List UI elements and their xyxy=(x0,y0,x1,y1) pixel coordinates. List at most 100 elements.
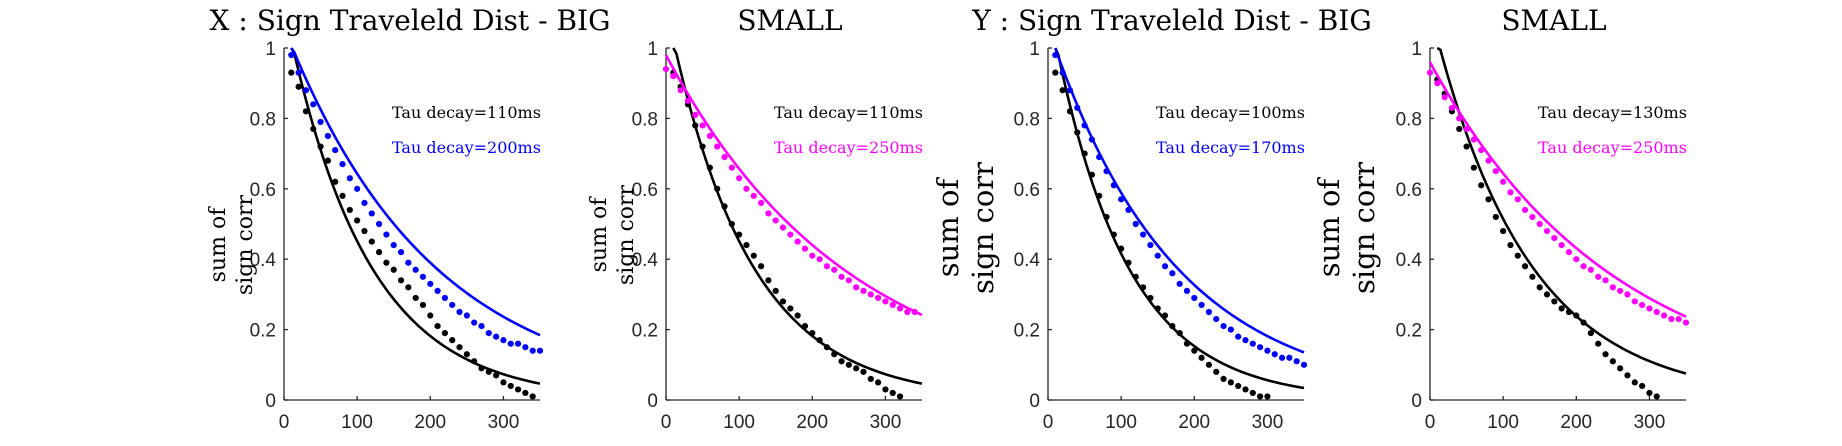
data-point xyxy=(354,185,361,192)
y-tick-label: 0.8 xyxy=(250,109,276,130)
data-point xyxy=(405,284,412,291)
data-point xyxy=(324,132,331,140)
data-point xyxy=(397,277,405,284)
data-point xyxy=(1682,319,1690,326)
data-point xyxy=(1132,220,1139,228)
data-point xyxy=(1205,361,1213,368)
data-point xyxy=(1521,263,1529,270)
tau-annotation: Tau decay=130ms xyxy=(1538,103,1687,122)
data-point xyxy=(302,108,310,115)
data-point xyxy=(332,178,339,185)
data-point xyxy=(1551,298,1558,305)
x-tick-label: 300 xyxy=(488,412,520,433)
data-point xyxy=(346,206,353,214)
y-tick-label: 1 xyxy=(265,39,276,60)
data-point xyxy=(757,199,765,206)
data-point xyxy=(1132,273,1139,280)
data-point xyxy=(412,294,419,302)
data-point xyxy=(1183,287,1191,294)
data-point xyxy=(684,97,692,104)
data-point xyxy=(838,273,845,280)
data-point xyxy=(441,330,449,337)
data-point xyxy=(875,294,882,302)
data-point xyxy=(779,298,787,305)
data-point xyxy=(1434,80,1441,87)
y-tick-label: 0.8 xyxy=(1014,109,1040,130)
data-point xyxy=(1631,298,1638,305)
x-tick-label: 0 xyxy=(279,412,290,433)
data-point xyxy=(507,382,514,390)
y-tick-label: 0.6 xyxy=(1396,180,1422,201)
data-point xyxy=(1558,305,1565,312)
data-point xyxy=(1485,196,1492,203)
data-point xyxy=(471,319,478,326)
data-point xyxy=(845,361,852,368)
data-point xyxy=(662,66,670,73)
data-point xyxy=(1213,315,1220,323)
data-point xyxy=(463,312,470,319)
data-point xyxy=(1257,393,1264,400)
data-point xyxy=(750,252,757,259)
data-point xyxy=(845,277,852,284)
data-point xyxy=(471,358,478,365)
data-point xyxy=(1595,273,1602,280)
x-tick-label: 300 xyxy=(1634,412,1666,433)
data-point xyxy=(1653,393,1660,400)
data-point xyxy=(1271,351,1278,358)
y-tick-label: 0.2 xyxy=(632,321,658,342)
y-tick-label: 1 xyxy=(1411,39,1422,60)
data-point xyxy=(1191,294,1198,302)
data-point xyxy=(434,322,441,330)
data-point xyxy=(875,379,882,386)
data-point xyxy=(427,312,434,319)
data-point xyxy=(1514,252,1521,259)
data-point xyxy=(456,344,463,351)
data-point xyxy=(1573,312,1580,319)
data-point xyxy=(1286,354,1293,361)
x-tick-label: 100 xyxy=(341,412,373,433)
data-point xyxy=(1081,122,1088,129)
y-tick-label: 0.4 xyxy=(1014,250,1041,271)
data-point xyxy=(310,125,317,133)
data-point xyxy=(706,132,713,140)
data-point xyxy=(1183,340,1191,347)
data-point xyxy=(507,340,514,347)
x-tick-label: 100 xyxy=(1105,412,1137,433)
y-axis-label: sign corr xyxy=(233,194,258,295)
data-point xyxy=(1536,220,1543,228)
data-point xyxy=(1470,164,1477,171)
data-point xyxy=(1059,69,1066,76)
y-axis-label: sum of xyxy=(1312,177,1346,278)
data-point xyxy=(809,330,816,337)
x-tick-label: 0 xyxy=(1425,412,1436,433)
data-point xyxy=(692,122,699,129)
data-point xyxy=(441,294,449,302)
data-point xyxy=(449,301,456,309)
data-point xyxy=(1110,182,1117,189)
data-point xyxy=(1235,333,1242,340)
data-point xyxy=(1154,252,1161,259)
data-point xyxy=(1456,125,1463,133)
data-point xyxy=(889,301,896,309)
data-point xyxy=(1176,280,1183,287)
data-point xyxy=(1169,322,1176,330)
data-point xyxy=(361,199,368,206)
data-point xyxy=(1227,326,1234,333)
data-point xyxy=(1565,249,1573,256)
data-point xyxy=(1639,301,1646,309)
data-point xyxy=(853,365,860,372)
data-point xyxy=(434,287,441,294)
data-point xyxy=(1646,305,1653,312)
data-point xyxy=(1198,301,1205,309)
data-point xyxy=(339,192,346,199)
data-point xyxy=(1521,206,1529,214)
fit-curve xyxy=(1428,61,1687,318)
data-point xyxy=(1602,351,1609,358)
data-point xyxy=(339,161,346,168)
tau-annotation: Tau decay=250ms xyxy=(774,138,923,157)
data-point xyxy=(882,386,889,393)
x-tick-label: 200 xyxy=(1560,412,1592,433)
data-point xyxy=(896,393,904,400)
y-tick-label: 0.6 xyxy=(250,180,276,201)
data-point xyxy=(787,305,794,312)
